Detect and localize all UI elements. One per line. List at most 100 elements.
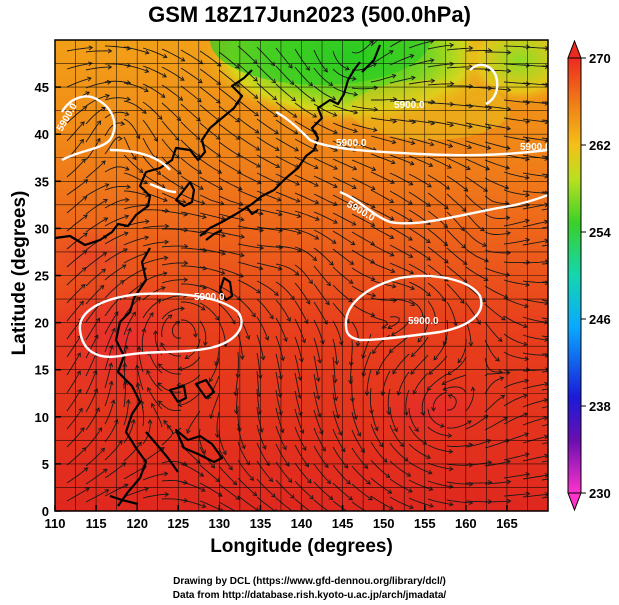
streamline [446, 66, 473, 69]
streamline [332, 50, 350, 70]
streamline-arrowhead [348, 495, 354, 501]
streamline-arrowhead [399, 442, 405, 448]
streamline [177, 374, 201, 386]
streamline-arrowhead [163, 197, 168, 202]
streamline-arrowhead [107, 64, 113, 70]
streamline [427, 246, 449, 264]
streamline-arrowhead [179, 76, 185, 81]
streamline-arrowhead [239, 355, 245, 360]
streamline-arrowhead [79, 138, 84, 144]
streamline [446, 175, 468, 192]
streamline-arrowhead [544, 280, 548, 286]
streamline-arrowhead [564, 475, 568, 479]
streamline-arrowhead [147, 419, 153, 424]
y-tick-label: 25 [35, 269, 49, 284]
streamline-arrowhead [564, 336, 567, 340]
streamline-arrowhead [296, 247, 302, 253]
streamline [161, 279, 188, 284]
streamline [237, 297, 256, 318]
streamline [313, 67, 333, 86]
streamline [142, 137, 158, 160]
streamline-arrowhead [329, 260, 334, 266]
streamline-arrowhead [253, 94, 259, 99]
streamline-arrowhead [97, 427, 103, 432]
streamline-arrowhead [429, 503, 434, 508]
streamline-arrowhead [544, 367, 548, 373]
streamline-arrowhead [564, 156, 568, 160]
streamline [104, 280, 125, 299]
streamline [313, 211, 338, 224]
streamline-arrowhead [564, 493, 568, 497]
streamline [351, 87, 378, 90]
streamline [427, 373, 448, 391]
colorbar-tick-label: 238 [589, 399, 611, 414]
streamline [381, 370, 391, 396]
streamline [408, 461, 432, 474]
streamline [209, 357, 220, 382]
streamline [408, 245, 431, 261]
streamline-arrowhead [563, 456, 567, 460]
streamline [370, 477, 392, 494]
streamline [85, 120, 102, 143]
streamline [123, 488, 149, 498]
streamline-arrowhead [410, 140, 416, 146]
streamline [370, 189, 394, 203]
streamline-arrowhead [525, 192, 530, 198]
streamline-arrowhead [506, 230, 511, 236]
streamline-arrowhead [326, 479, 332, 485]
streamline [421, 390, 429, 416]
streamline [503, 493, 530, 497]
streamline [218, 285, 241, 301]
streamline [218, 159, 242, 174]
streamline [85, 334, 99, 359]
streamline [389, 262, 414, 274]
y-axis-label: Latitude (degrees) [9, 190, 30, 356]
streamline [294, 354, 301, 381]
streamline [389, 244, 413, 258]
streamline [446, 283, 465, 304]
streamline-arrowhead [506, 498, 512, 504]
streamline [503, 153, 530, 160]
streamline [123, 236, 149, 246]
streamline-arrowhead [107, 48, 113, 54]
streamline-arrowhead [239, 252, 245, 258]
streamline-arrowhead [564, 280, 568, 284]
streamline [446, 193, 467, 212]
streamline-arrowhead [403, 457, 409, 462]
streamline-arrowhead [321, 446, 326, 452]
streamline [332, 158, 357, 170]
streamline [294, 84, 316, 102]
streamline-arrowhead [461, 243, 466, 249]
streamline-arrowhead [153, 137, 158, 142]
streamline [218, 105, 240, 123]
streamline [446, 443, 473, 447]
streamline [275, 299, 291, 322]
streamline-arrowhead [443, 223, 449, 229]
streamline-arrowhead [101, 268, 106, 274]
streamline [389, 118, 416, 123]
x-tick-label: 140 [291, 516, 313, 531]
streamline-arrowhead [162, 73, 167, 78]
streamline-arrowhead [197, 78, 203, 84]
streamline-arrowhead [330, 512, 334, 516]
streamline-arrowhead [467, 420, 472, 425]
streamline [123, 82, 149, 92]
streamline [389, 478, 413, 493]
streamline-arrowhead [137, 441, 142, 447]
streamline-arrowhead [564, 318, 568, 322]
streamline-arrowhead [275, 508, 277, 511]
streamline-arrowhead [431, 407, 436, 412]
streamline-arrowhead [309, 494, 314, 500]
streamline [294, 372, 301, 399]
streamline [180, 211, 207, 218]
streamline-arrowhead [447, 164, 452, 169]
streamline-arrowhead [102, 252, 108, 257]
streamline-arrowhead [544, 219, 548, 225]
streamline-arrowhead [369, 40, 374, 46]
x-tick-label: 165 [496, 516, 518, 531]
streamline [484, 481, 511, 485]
streamline-arrowhead [447, 433, 453, 439]
streamline-arrowhead [544, 45, 548, 51]
streamline [104, 232, 129, 245]
streamline-arrowhead [82, 250, 88, 255]
